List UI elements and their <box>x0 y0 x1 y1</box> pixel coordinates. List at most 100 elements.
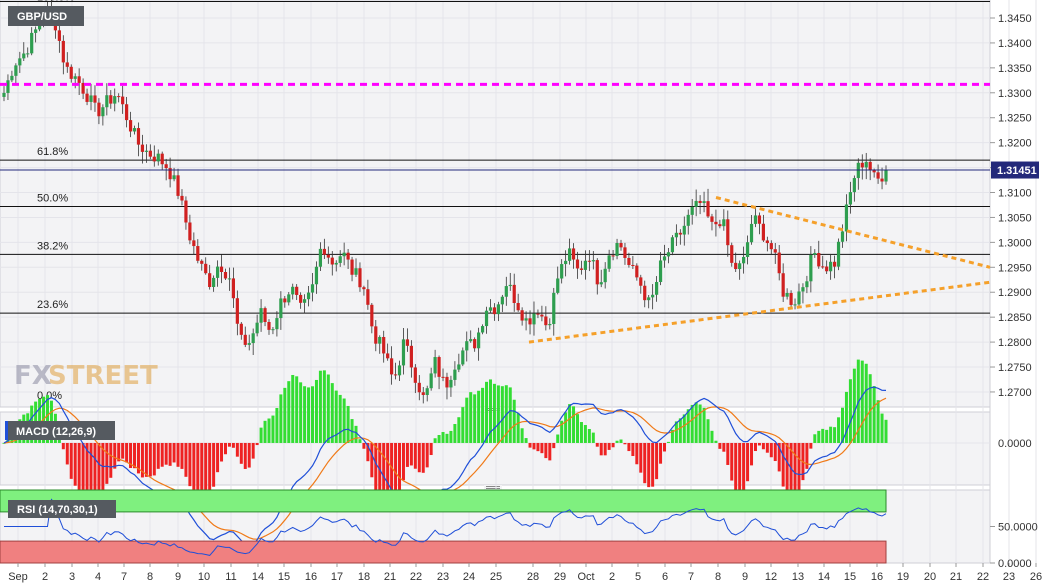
macd-histogram-bar <box>481 387 485 443</box>
macd-histogram-bar <box>848 379 852 443</box>
panel-splitter-2[interactable] <box>484 485 502 490</box>
macd-histogram-bar <box>512 399 516 443</box>
x-tick-label: 6 <box>662 571 668 583</box>
candle-body <box>164 164 168 169</box>
x-tick-label: 7 <box>688 571 694 583</box>
macd-histogram-bar <box>750 442 754 466</box>
macd-histogram-bar <box>457 417 461 443</box>
candle-body <box>844 204 849 232</box>
macd-histogram-bar <box>686 409 690 443</box>
macd-histogram-bar <box>508 387 512 443</box>
candle-body <box>425 388 429 395</box>
x-tick-label: 13 <box>792 571 804 583</box>
candle-body <box>93 95 97 103</box>
candle-body <box>445 376 449 388</box>
macd-histogram-bar <box>374 442 378 493</box>
candle-body <box>101 107 105 117</box>
x-tick-label: 23 <box>437 571 449 583</box>
macd-histogram-bar <box>690 404 694 443</box>
candle-body <box>742 256 746 264</box>
candle-body <box>196 246 200 261</box>
macd-histogram-bar <box>833 427 837 443</box>
candle-body <box>761 223 765 241</box>
candle-body <box>401 339 406 366</box>
rsi-label-badge[interactable]: RSI (14,70,30,1) <box>8 500 116 518</box>
candle-body <box>409 345 413 368</box>
macd-histogram-bar <box>793 442 797 499</box>
macd-label-badge[interactable]: MACD (12,26,9) <box>5 421 115 440</box>
macd-histogram-bar <box>366 442 370 462</box>
macd-histogram-bar <box>556 434 560 443</box>
candle-body <box>801 287 805 292</box>
candle-body <box>868 161 872 171</box>
macd-histogram-bar <box>208 442 212 496</box>
candle-body <box>694 200 698 207</box>
macd-histogram-bar <box>77 442 81 492</box>
macd-histogram-bar <box>548 442 552 461</box>
macd-histogram-bar <box>619 439 623 443</box>
macd-histogram-bar <box>212 442 216 487</box>
macd-histogram-bar <box>631 442 635 457</box>
candle-body <box>821 266 825 268</box>
macd-histogram-bar <box>643 442 647 484</box>
candle-body <box>255 322 259 334</box>
candle-body <box>674 232 678 238</box>
macd-histogram-bar <box>722 442 726 452</box>
macd-histogram-bar <box>172 442 176 463</box>
macd-histogram-bar <box>623 442 627 445</box>
x-tick-label: 8 <box>715 571 721 583</box>
macd-histogram-bar <box>659 442 663 464</box>
macd-histogram-bar <box>789 442 793 499</box>
macd-histogram-bar <box>496 385 500 443</box>
macd-histogram-bar <box>390 442 394 512</box>
candle-body <box>749 223 754 243</box>
candle-body <box>797 291 801 305</box>
macd-histogram-bar <box>417 442 421 473</box>
macd-histogram-bar <box>168 442 172 466</box>
candle-body <box>223 272 228 279</box>
candle-body <box>429 373 433 389</box>
macd-histogram-bar <box>797 442 801 491</box>
candle-body <box>97 102 101 117</box>
candle-body <box>140 144 145 152</box>
x-tick-label: 22 <box>977 571 989 583</box>
macd-histogram-bar <box>492 383 496 443</box>
candle-body <box>817 252 821 267</box>
symbol-badge[interactable]: GBP/USD <box>8 6 84 26</box>
candle-body <box>548 324 552 326</box>
candle-body <box>477 332 481 349</box>
candle-body <box>508 284 512 287</box>
macd-histogram-bar <box>275 407 279 443</box>
macd-histogram-bar <box>164 442 168 465</box>
candle-body <box>516 302 520 311</box>
macd-histogram-bar <box>433 438 437 443</box>
macd-histogram-bar <box>263 420 267 443</box>
macd-histogram-bar <box>647 442 651 488</box>
macd-histogram-bar <box>136 442 140 474</box>
macd-histogram-bar <box>595 442 599 447</box>
candle-body <box>702 201 706 204</box>
macd-histogram-bar <box>429 442 433 456</box>
candle-body <box>192 240 196 247</box>
macd-histogram-bar <box>564 412 568 443</box>
candle-body <box>611 255 615 257</box>
y-tick-label: 1.2750 <box>998 362 1032 374</box>
macd-y-tick: 0.0000 <box>998 438 1032 450</box>
candle-body <box>643 285 647 301</box>
macd-histogram-bar <box>299 382 303 443</box>
x-tick-label: 21 <box>384 571 396 583</box>
candle-body <box>840 231 845 242</box>
macd-histogram-bar <box>231 442 235 448</box>
candle-body <box>188 222 192 241</box>
candle-body <box>243 334 247 345</box>
macd-histogram-bar <box>413 442 417 469</box>
watermark-fx: FX <box>14 361 52 391</box>
candle-body <box>346 252 350 260</box>
candle-body <box>595 260 599 285</box>
candle-body <box>417 382 421 393</box>
candle-body <box>334 262 338 265</box>
candle-body <box>136 128 141 145</box>
macd-histogram-bar <box>706 419 710 443</box>
candle-body <box>544 316 548 326</box>
x-tick-label: 14 <box>252 571 264 583</box>
